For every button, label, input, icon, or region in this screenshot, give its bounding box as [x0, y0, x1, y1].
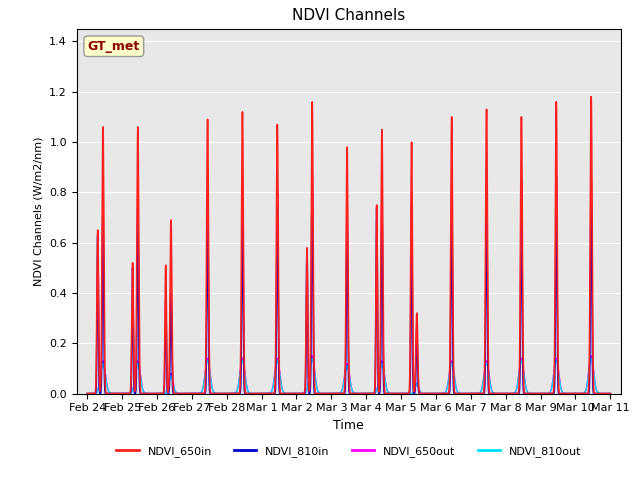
Y-axis label: NDVI Channels (W/m2/nm): NDVI Channels (W/m2/nm) [34, 136, 44, 286]
Legend: NDVI_650in, NDVI_810in, NDVI_650out, NDVI_810out: NDVI_650in, NDVI_810in, NDVI_650out, NDV… [112, 441, 586, 461]
Title: NDVI Channels: NDVI Channels [292, 9, 405, 24]
Text: GT_met: GT_met [88, 40, 140, 53]
X-axis label: Time: Time [333, 419, 364, 432]
